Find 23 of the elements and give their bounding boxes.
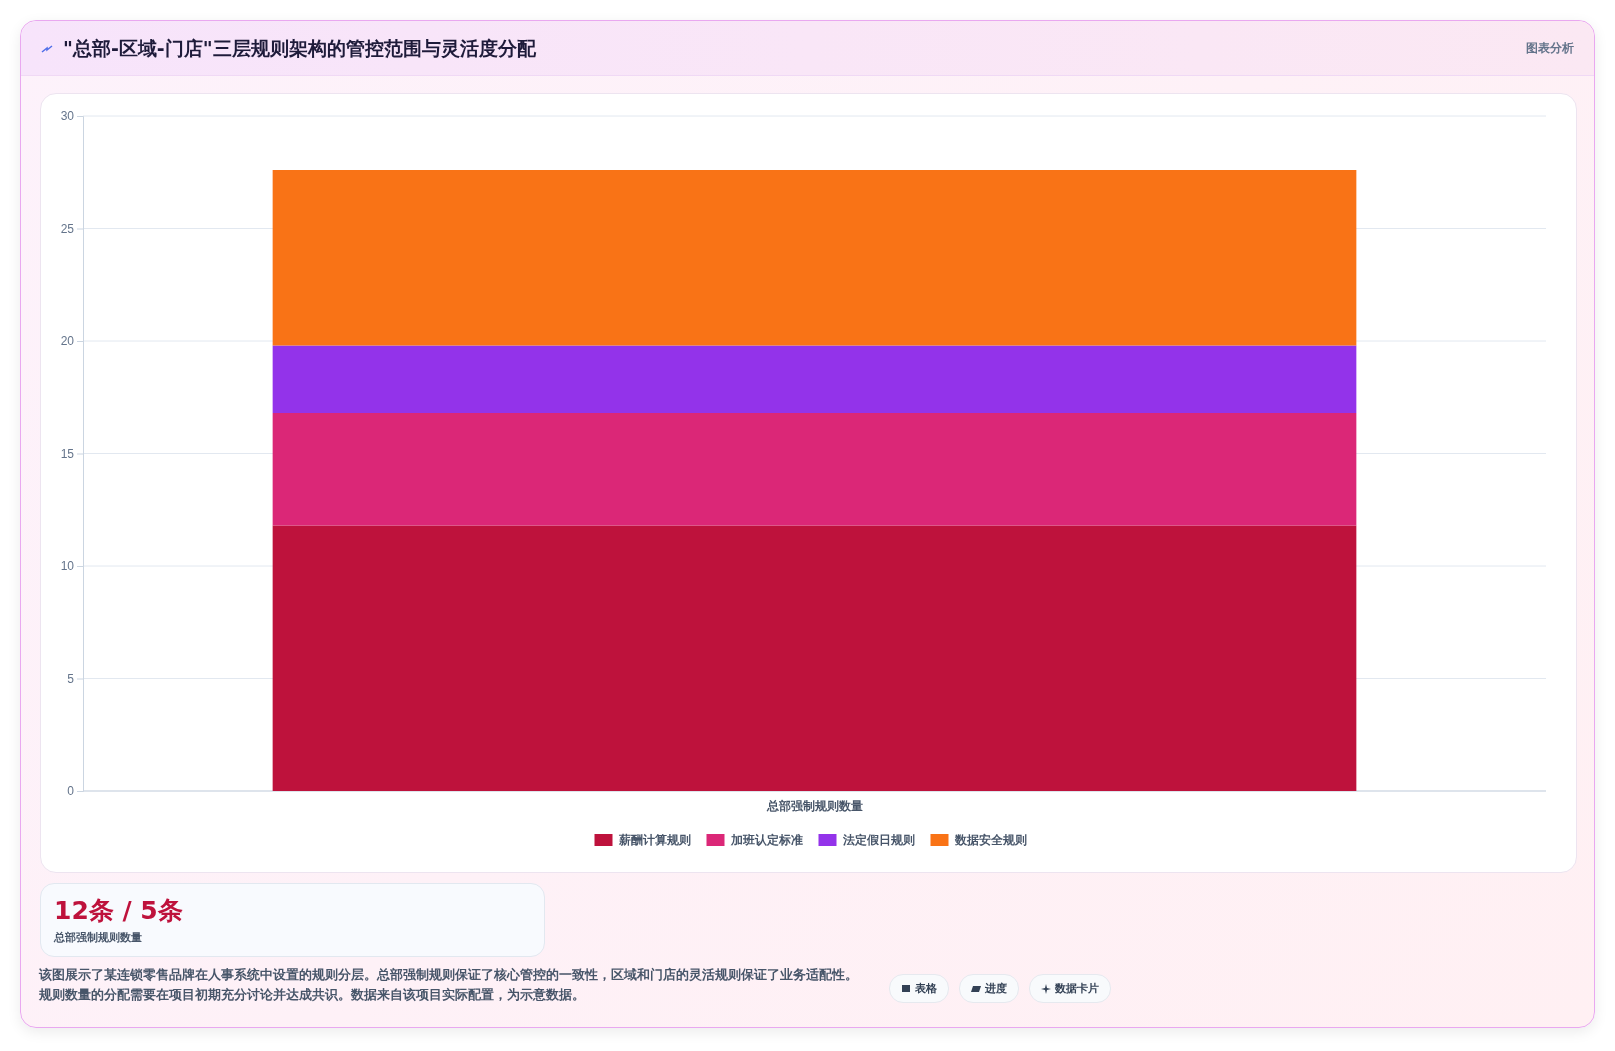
legend-label: 加班认定标准 — [729, 833, 803, 847]
text: 进度 — [985, 981, 1007, 996]
chart-title: "总部-区域-门店"三层规则架构的管控范围与灵活度分配 — [63, 36, 536, 61]
bar — [272, 525, 1357, 791]
text: 数据卡片 — [1055, 981, 1099, 996]
y-tick-label: 15 — [60, 446, 75, 461]
text: 图表分析 — [1526, 40, 1574, 57]
text: 12条 / 5条 — [54, 895, 183, 927]
y-tick-label: 30 — [60, 109, 75, 124]
y-tick-label: 0 — [67, 784, 75, 799]
text: 该图展示了某连锁零售品牌在人事系统中设置的规则分层。总部强制规则保证了核心管控的一致性，区域和门店的灵活规则保证了业务适配性。规则数量的分配需要在项目初期充分讨论并达成共识。数据来自该项目实际配置，为示意数据。 — [39, 966, 859, 1004]
legend-label: 法定假日规则 — [841, 833, 915, 847]
y-tick-label: 10 — [60, 559, 75, 574]
y-tick-label: 5 — [67, 671, 75, 686]
y-tick-label: 25 — [60, 221, 75, 236]
y-tick-label: 20 — [60, 334, 75, 349]
text: 表格 — [915, 981, 937, 996]
bar — [272, 170, 1357, 346]
bar — [272, 345, 1357, 413]
text: 总部强制规则数量 — [54, 930, 142, 945]
legend-label: 数据安全规则 — [953, 833, 1027, 847]
bar — [272, 413, 1357, 526]
legend-label: 薪酬计算规则 — [617, 833, 691, 847]
